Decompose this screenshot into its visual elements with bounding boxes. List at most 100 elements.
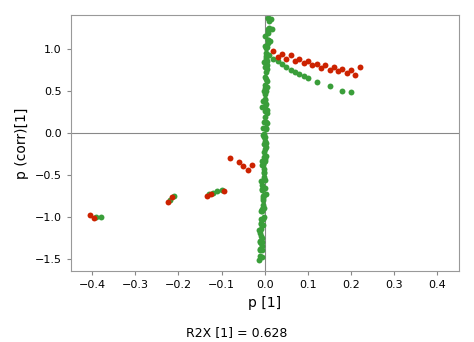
Point [259, 216, 267, 222]
Point [259, 194, 266, 199]
Point [261, 59, 268, 64]
Point [263, 57, 270, 62]
Point [263, 55, 270, 61]
Point [255, 228, 263, 233]
Point [326, 67, 333, 73]
Point [260, 154, 268, 160]
X-axis label: p [1]: p [1] [248, 296, 282, 310]
Point [260, 141, 267, 147]
Point [261, 91, 269, 96]
Point [274, 54, 282, 60]
Point [283, 56, 290, 62]
Text: R2X [1] = 0.628: R2X [1] = 0.628 [186, 326, 288, 339]
Point [264, 15, 272, 21]
Point [248, 162, 255, 167]
Point [258, 244, 265, 249]
Point [258, 158, 266, 163]
Point [263, 58, 271, 64]
Point [356, 64, 364, 70]
Point [267, 9, 274, 15]
Point [262, 191, 270, 197]
Point [264, 37, 272, 43]
Point [258, 254, 265, 260]
Point [256, 239, 264, 245]
Point [256, 231, 264, 236]
Point [259, 247, 266, 252]
Point [261, 174, 268, 179]
Point [304, 58, 312, 64]
Point [295, 56, 303, 62]
Point [270, 49, 277, 54]
Point [257, 216, 265, 222]
Point [209, 190, 217, 196]
Point [261, 134, 268, 140]
Point [256, 253, 264, 259]
Point [264, 16, 272, 21]
Point [261, 177, 269, 183]
Point [264, 84, 271, 90]
Point [339, 88, 346, 93]
Point [235, 159, 243, 165]
Point [262, 114, 269, 120]
Point [263, 62, 271, 67]
Point [347, 90, 355, 95]
Point [262, 126, 270, 131]
Point [262, 153, 270, 159]
Point [258, 207, 265, 212]
Point [258, 239, 265, 245]
Point [257, 221, 264, 227]
Point [287, 67, 294, 73]
Point [261, 74, 269, 79]
Point [261, 185, 269, 191]
Point [97, 214, 105, 220]
Point [262, 103, 269, 109]
Point [263, 108, 271, 113]
Point [262, 144, 270, 150]
Point [261, 119, 269, 125]
Point [263, 78, 271, 83]
Point [260, 166, 268, 172]
Point [256, 238, 264, 244]
Point [261, 158, 269, 164]
Point [205, 191, 212, 197]
Point [260, 133, 267, 138]
Point [261, 64, 269, 70]
Point [260, 150, 267, 155]
Point [258, 179, 265, 184]
Point [261, 82, 269, 88]
Point [264, 28, 272, 34]
Point [168, 195, 176, 200]
Point [264, 30, 272, 36]
Point [259, 222, 266, 228]
Point [300, 60, 308, 66]
Point [287, 53, 294, 58]
Point [266, 39, 273, 44]
Point [304, 75, 312, 81]
Point [264, 40, 272, 46]
Point [265, 25, 273, 31]
Point [257, 226, 264, 231]
Point [218, 187, 226, 193]
Point [259, 209, 266, 214]
Point [339, 66, 346, 71]
Point [93, 214, 100, 220]
Point [261, 85, 269, 91]
Point [300, 73, 308, 78]
Point [268, 27, 275, 32]
Point [283, 64, 290, 70]
Point [343, 70, 351, 76]
Point [278, 51, 286, 56]
Point [262, 146, 269, 152]
Point [258, 182, 266, 188]
Point [291, 58, 299, 64]
Point [259, 125, 267, 131]
Point [207, 191, 215, 197]
Point [260, 131, 268, 136]
Point [263, 101, 270, 107]
Point [264, 26, 272, 32]
Point [257, 208, 265, 214]
Point [256, 247, 264, 253]
Point [262, 76, 270, 81]
Point [263, 120, 270, 126]
Point [261, 43, 269, 49]
